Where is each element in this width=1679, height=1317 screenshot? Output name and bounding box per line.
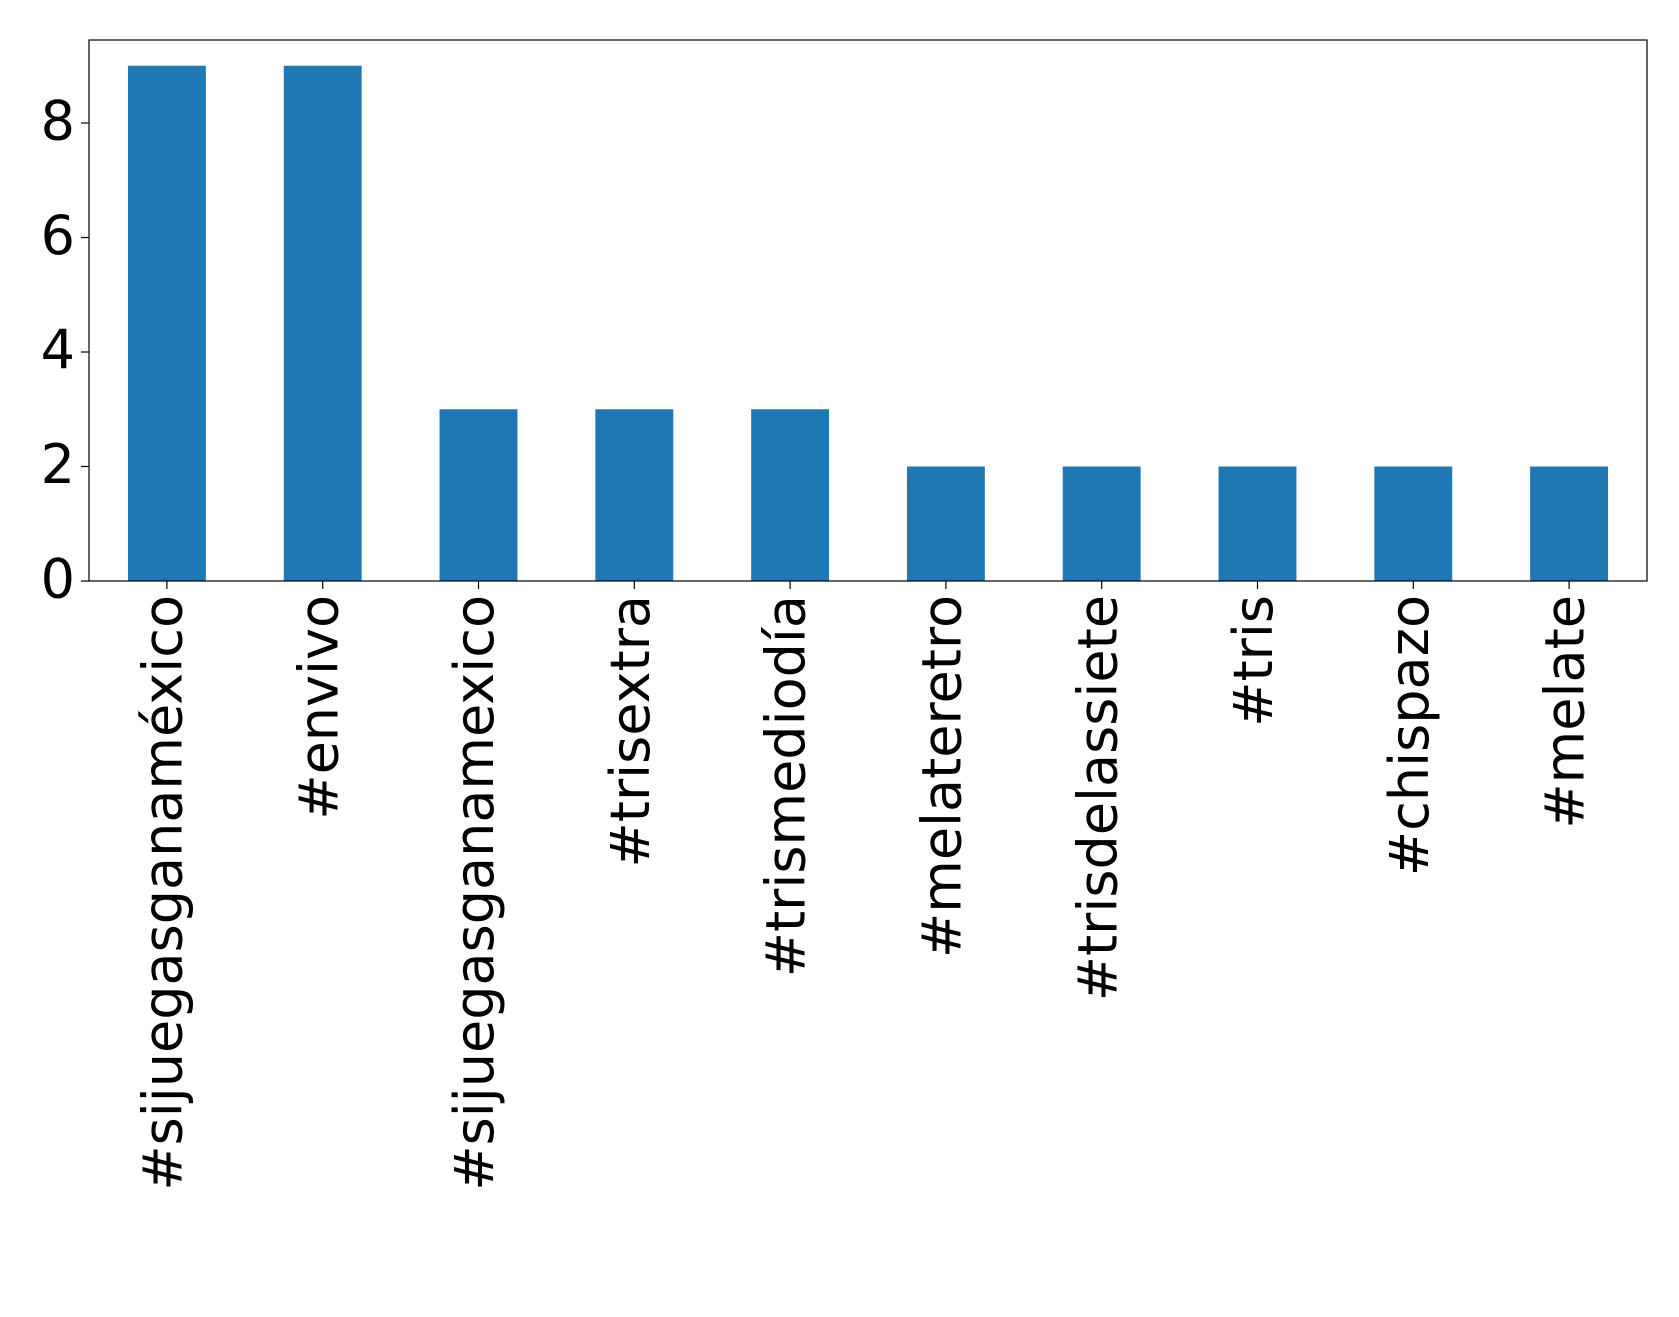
bar bbox=[1062, 466, 1141, 581]
bar bbox=[751, 409, 830, 581]
y-tick-label: 2 bbox=[41, 433, 75, 496]
x-tick-label: #trisextra bbox=[599, 595, 662, 867]
x-tick-label: #melateretro bbox=[911, 595, 974, 958]
bar bbox=[595, 409, 674, 581]
plot-frame bbox=[88, 39, 1648, 582]
x-tick-label: #chispazo bbox=[1378, 595, 1441, 876]
bar bbox=[1374, 466, 1453, 581]
y-tick-label: 6 bbox=[41, 204, 75, 267]
y-tick-label: 4 bbox=[41, 319, 75, 382]
bar bbox=[1530, 466, 1609, 581]
bar bbox=[127, 65, 206, 581]
x-tick-label: #tris bbox=[1222, 595, 1285, 727]
bar bbox=[1218, 466, 1297, 581]
x-tick-label: #envivo bbox=[287, 595, 350, 820]
bar bbox=[283, 65, 362, 581]
x-tick-label: #trisdelassiete bbox=[1066, 595, 1129, 1001]
y-tick-label: 0 bbox=[41, 548, 75, 611]
bar bbox=[439, 409, 518, 581]
bar bbox=[906, 466, 985, 581]
y-tick-label: 8 bbox=[41, 90, 75, 153]
x-tick-label: #trismediodía bbox=[755, 595, 818, 977]
x-tick-label: #melate bbox=[1534, 595, 1597, 829]
x-tick-label: #sijuegasganamexico bbox=[443, 595, 506, 1191]
x-tick-label: #sijuegasganaméxico bbox=[132, 595, 195, 1191]
